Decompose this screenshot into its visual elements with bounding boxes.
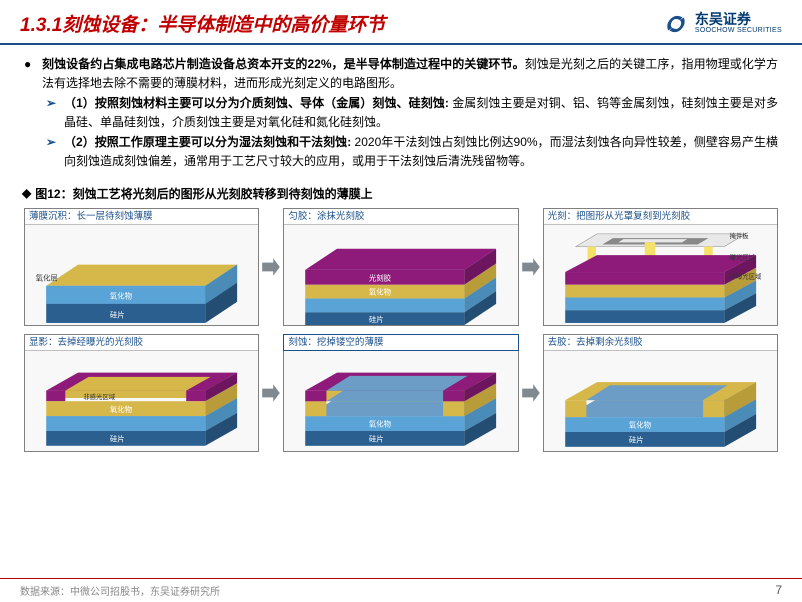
sub-bullet-1: （1）按照刻蚀材料主要可以分为介质刻蚀、导体（金属）刻蚀、硅刻蚀: 金属刻蚀主要…	[64, 94, 778, 131]
arrow-icon	[259, 382, 283, 404]
panel-strip: 去胶：去掉剩余光刻胶 氧化物 硅片	[543, 334, 778, 452]
svg-text:硅片: 硅片	[110, 433, 125, 443]
slide-title: 1.3.1刻蚀设备：半导体制造中的高价量环节	[20, 10, 385, 37]
arrow-icon	[259, 256, 283, 278]
logo-icon	[663, 11, 689, 37]
body-text: ● 刻蚀设备约占集成电路芯片制造设备总资本开支的22%，是半导体制造过程中的关键…	[0, 45, 802, 177]
data-source: 数据来源：中微公司招股书，东吴证券研究所	[20, 583, 220, 598]
svg-text:氧化层: 氧化层	[36, 272, 58, 282]
process-diagram: 薄膜沉积：长一层待刻蚀薄膜 氧化层 氧化物 硅片 匀胶：涂抹光刻胶	[24, 208, 778, 452]
svg-text:非曝光区域: 非曝光区域	[729, 271, 761, 280]
slide-footer: 数据来源：中微公司招股书，东吴证券研究所 7	[0, 578, 802, 602]
sub-bullet-2: （2）按照工作原理主要可以分为湿法刻蚀和干法刻蚀: 2020年干法刻蚀占刻蚀比例…	[64, 133, 778, 170]
svg-text:氧化物: 氧化物	[629, 420, 652, 430]
diamond-icon: ◆	[22, 186, 31, 200]
arrow-icon	[519, 382, 543, 404]
svg-text:硅片: 硅片	[110, 310, 125, 320]
logo-text-cn: 东吴证券	[695, 12, 782, 27]
svg-text:氧化物: 氧化物	[369, 286, 392, 296]
svg-text:曝光区域: 曝光区域	[729, 252, 755, 261]
svg-text:非感光区域: 非感光区域	[83, 392, 115, 401]
svg-text:硅片: 硅片	[369, 434, 384, 444]
panel-develop: 显影：去掉经曝光的光刻胶 非感光区域 氧化物	[24, 334, 259, 452]
panel-lithography: 光刻：把图形从光罩复刻到光刻胶 掩件	[543, 208, 778, 326]
svg-text:氧化物: 氧化物	[110, 404, 133, 414]
svg-text:光刻胶: 光刻胶	[369, 272, 392, 282]
chevron-icon: ➢	[46, 133, 64, 170]
slide-header: 1.3.1刻蚀设备：半导体制造中的高价量环节 东吴证券 SOOCHOW SECU…	[0, 0, 802, 45]
bullet-icon: ●	[24, 55, 42, 92]
svg-text:硅片: 硅片	[369, 314, 384, 324]
page-number: 7	[775, 583, 782, 598]
svg-text:掩件板: 掩件板	[729, 231, 749, 240]
panel-etch: 刻蚀：挖掉镂空的薄膜 氧化物	[283, 334, 518, 452]
panel-deposition: 薄膜沉积：长一层待刻蚀薄膜 氧化层 氧化物 硅片	[24, 208, 259, 326]
svg-text:氧化物: 氧化物	[110, 291, 133, 301]
arrow-icon	[519, 256, 543, 278]
chevron-icon: ➢	[46, 94, 64, 131]
logo-text-en: SOOCHOW SECURITIES	[695, 27, 782, 35]
svg-text:氧化物: 氧化物	[369, 419, 392, 429]
figure-title: ◆ 图12：刻蚀工艺将光刻后的图形从光刻胶转移到待刻蚀的薄膜上	[22, 185, 802, 202]
main-bullet: 刻蚀设备约占集成电路芯片制造设备总资本开支的22%，是半导体制造过程中的关键环节…	[42, 55, 778, 92]
company-logo: 东吴证券 SOOCHOW SECURITIES	[663, 11, 782, 37]
panel-coating: 匀胶：涂抹光刻胶 光刻胶 氧化物 硅片	[283, 208, 518, 326]
svg-text:硅片: 硅片	[629, 435, 644, 445]
